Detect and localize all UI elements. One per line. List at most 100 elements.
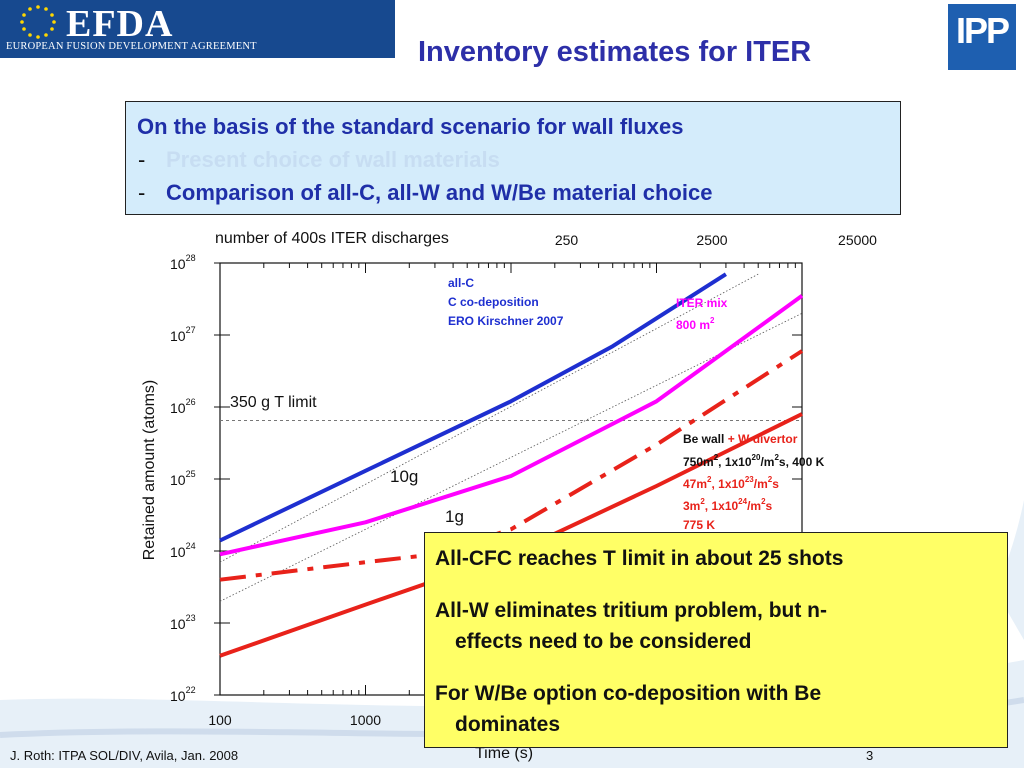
- bullet-dash: -: [138, 180, 146, 205]
- text-part: /m: [754, 477, 768, 491]
- superscript: 2: [768, 475, 773, 484]
- y-tick-label: 1023: [170, 613, 196, 632]
- superscript: 2: [714, 453, 719, 462]
- superscript: 2: [774, 453, 779, 462]
- text-part: s: [766, 499, 773, 513]
- annotation-line: ITER mix: [676, 296, 728, 310]
- x-tick-label: 1000: [350, 712, 381, 728]
- superscript: 23: [745, 475, 754, 484]
- footer-citation: J. Roth: ITPA SOL/DIV, Avila, Jan. 2008: [10, 748, 239, 763]
- text-part: s, 400 K: [779, 455, 825, 469]
- annotation-line: all-C: [448, 276, 474, 290]
- w-divertor-text: + W divertor: [728, 432, 798, 446]
- series-line-all-c: [219, 272, 727, 543]
- text-part: , 1x10: [711, 477, 745, 491]
- series-line-be-wall-w-divertor: [219, 349, 804, 582]
- y-tick-exponent: 23: [186, 613, 196, 623]
- series-line-iter-mix: [219, 294, 804, 557]
- y-tick-exponent: 27: [186, 325, 196, 335]
- y-tick-base: 10: [170, 544, 186, 560]
- t-limit-label: 350 g T limit: [230, 394, 317, 411]
- bullet-dash: -: [138, 147, 146, 172]
- annotation-line: C co-deposition: [448, 295, 539, 309]
- annotation-wbe: Be wall + W divertor 750m2, 1x1020/m2s, …: [683, 432, 825, 532]
- x-tick-label: 100: [208, 712, 232, 728]
- superscript: 2: [710, 316, 715, 325]
- annotation-line: 750m2, 1x1020/m2s, 400 K: [683, 453, 825, 469]
- annotation-line: 47m2, 1x1023/m2s: [683, 475, 779, 491]
- efda-logo-text: EFDA: [66, 3, 174, 45]
- annotation-line: 800 m2: [676, 316, 715, 332]
- slide-title: Inventory estimates for ITER: [418, 36, 812, 68]
- y-axis-label: Retained amount (atoms): [141, 380, 158, 561]
- superscript: 2: [700, 497, 705, 506]
- conclusion-wbe-line2: dominates: [455, 713, 561, 736]
- y-tick-base: 10: [170, 616, 186, 632]
- conclusion-wbe-line1: For W/Be option co-deposition with Be: [435, 682, 822, 705]
- eu-stars-icon: [20, 5, 56, 39]
- annotation-all-c: all-C C co-deposition ERO Kirschner 2007: [448, 276, 564, 328]
- top-tick-label: 2500: [696, 232, 727, 248]
- efda-logo-subtitle: EUROPEAN FUSION DEVELOPMENT AGREEMENT: [6, 41, 257, 52]
- text-part: 47m: [683, 477, 707, 491]
- text-part: 750m: [683, 455, 714, 469]
- y-tick-label: 1026: [170, 397, 196, 416]
- conclusion-box: All-CFC reaches T limit in about 25 shot…: [424, 532, 1008, 748]
- ipp-logo-text: IPP: [955, 10, 1010, 51]
- bullet-comparison: Comparison of all-C, all-W and W/Be mate…: [166, 180, 713, 205]
- annotation-iter-mix: ITER mix 800 m2: [676, 296, 728, 332]
- annotation-line: Be wall + W divertor: [683, 432, 798, 446]
- scenario-heading: On the basis of the standard scenario fo…: [137, 114, 684, 139]
- ipp-logo: IPP: [948, 4, 1016, 70]
- guide-line-0: [219, 273, 759, 563]
- superscript: 20: [752, 453, 761, 462]
- y-tick-base: 10: [170, 256, 186, 272]
- y-tick-exponent: 26: [186, 397, 196, 407]
- superscript: 2: [707, 475, 712, 484]
- text-part: , 1x10: [705, 499, 739, 513]
- be-wall-text: Be wall: [683, 432, 728, 446]
- y-tick-exponent: 25: [186, 469, 196, 479]
- annotation-line: 3m2, 1x1024/m2s: [683, 497, 773, 513]
- conclusion-w-line1: All-W eliminates tritium problem, but n-: [435, 599, 828, 622]
- area-value: 800 m: [676, 318, 710, 332]
- guide-lines: [219, 273, 803, 602]
- y-tick-label: 1025: [170, 469, 196, 488]
- y-tick-base: 10: [170, 328, 186, 344]
- text-part: 3m: [683, 499, 700, 513]
- x-axis-label: Time (s): [475, 745, 533, 762]
- text-part: /m: [747, 499, 761, 513]
- y-tick-label: 1027: [170, 325, 196, 344]
- superscript: 24: [738, 497, 747, 506]
- page-number: 3: [866, 748, 874, 763]
- top-axis-label: number of 400s ITER discharges: [215, 230, 449, 247]
- guide-label-10g: 10g: [390, 467, 418, 486]
- y-tick-label: 1024: [170, 541, 196, 560]
- efda-logo-band: EFDA EUROPEAN FUSION DEVELOPMENT AGREEME…: [0, 0, 395, 58]
- guide-label-1g: 1g: [445, 507, 464, 526]
- bullet-present-materials: Present choice of wall materials: [166, 147, 500, 172]
- conclusion-cfc: All-CFC reaches T limit in about 25 shot…: [435, 547, 844, 570]
- annotation-line: 775 K: [683, 518, 715, 532]
- text-part: , 1x10: [718, 455, 752, 469]
- x-tick-labels: 100 1000: [208, 712, 381, 728]
- top-tick-label: 250: [555, 232, 579, 248]
- text-part: /m: [760, 455, 774, 469]
- y-tick-base: 10: [170, 688, 186, 704]
- y-tick-base: 10: [170, 400, 186, 416]
- top-axis-ticks: 250 2500 25000: [555, 232, 877, 248]
- y-tick-exponent: 24: [186, 541, 196, 551]
- y-tick-base: 10: [170, 472, 186, 488]
- scenario-box: On the basis of the standard scenario fo…: [125, 101, 901, 215]
- y-tick-exponent: 22: [186, 685, 196, 695]
- text-part: s: [772, 477, 779, 491]
- y-tick-exponent: 28: [186, 253, 196, 263]
- superscript: 2: [761, 497, 766, 506]
- y-tick-label: 1028: [170, 253, 196, 272]
- annotation-line: ERO Kirschner 2007: [448, 314, 564, 328]
- y-tick-label: 1022: [170, 685, 196, 704]
- conclusion-w-line2: effects need to be considered: [455, 630, 752, 653]
- top-tick-label: 25000: [838, 232, 877, 248]
